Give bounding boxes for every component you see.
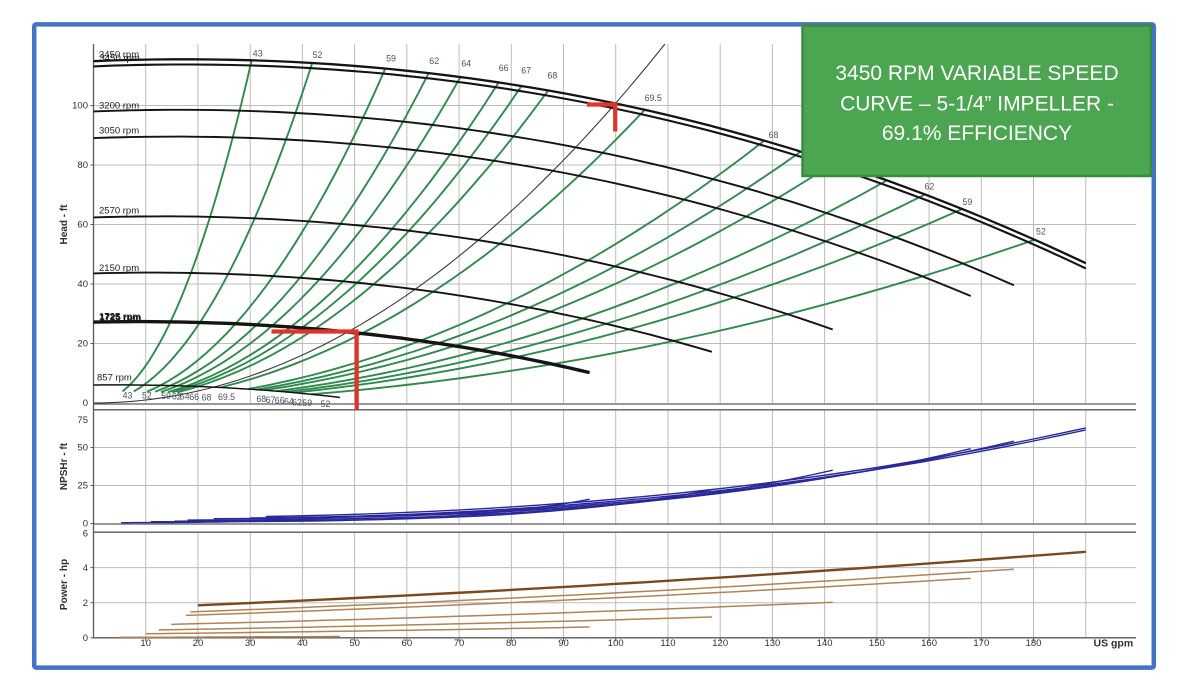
svg-text:66: 66 [275,396,285,406]
svg-text:170: 170 [973,638,989,649]
svg-text:50: 50 [77,443,88,454]
svg-text:US gpm: US gpm [1094,638,1134,650]
svg-text:180: 180 [1026,638,1042,649]
svg-text:69.1% EFFICIENCY: 69.1% EFFICIENCY [882,122,1072,145]
svg-text:59: 59 [302,398,312,408]
svg-text:1725 rpm: 1725 rpm [100,313,142,324]
svg-text:68: 68 [769,130,779,140]
svg-text:160: 160 [921,638,937,649]
svg-text:80: 80 [77,160,88,171]
svg-text:2570 rpm: 2570 rpm [99,206,139,217]
svg-text:62: 62 [172,391,182,401]
svg-text:59: 59 [386,54,396,64]
svg-text:110: 110 [660,638,675,649]
svg-text:2150 rpm: 2150 rpm [99,263,139,274]
svg-text:68: 68 [202,393,212,403]
svg-text:100: 100 [608,638,624,649]
svg-text:68: 68 [548,71,558,81]
svg-text:3450 rpm: 3450 rpm [99,50,139,61]
svg-text:52: 52 [1036,227,1046,237]
svg-text:62: 62 [925,182,935,192]
svg-text:857 rpm: 857 rpm [97,373,132,384]
svg-text:120: 120 [712,638,728,649]
svg-text:CURVE – 5-1/4” IMPELLER -: CURVE – 5-1/4” IMPELLER - [840,92,1114,115]
svg-text:100: 100 [72,101,88,112]
svg-text:30: 30 [245,638,256,649]
svg-text:62: 62 [429,56,439,66]
svg-text:150: 150 [869,638,885,649]
svg-text:0: 0 [83,633,88,644]
svg-text:140: 140 [817,638,833,649]
svg-text:69.5: 69.5 [645,93,662,103]
svg-text:60: 60 [77,220,88,231]
svg-text:4: 4 [83,563,88,574]
svg-text:52: 52 [313,50,323,60]
svg-text:75: 75 [77,415,88,426]
svg-text:59: 59 [161,391,171,401]
svg-text:62: 62 [292,397,302,407]
svg-text:64: 64 [284,397,294,407]
svg-text:43: 43 [253,49,263,59]
svg-text:67: 67 [266,395,276,405]
svg-text:20: 20 [77,339,88,350]
svg-text:10: 10 [140,638,151,649]
svg-text:64: 64 [180,392,190,402]
svg-text:6: 6 [83,529,88,540]
svg-text:3200 rpm: 3200 rpm [99,101,139,112]
svg-text:40: 40 [297,638,308,649]
svg-text:64: 64 [461,59,471,69]
svg-text:NPSHr - ft: NPSHr - ft [59,442,70,490]
svg-text:52: 52 [142,390,152,400]
svg-text:50: 50 [349,638,360,649]
svg-text:0: 0 [83,519,88,530]
svg-text:59: 59 [963,197,973,207]
svg-text:25: 25 [77,481,88,492]
svg-text:68: 68 [256,394,266,404]
svg-text:66: 66 [499,63,509,73]
svg-text:20: 20 [193,638,204,649]
svg-text:3450 RPM VARIABLE SPEED: 3450 RPM VARIABLE SPEED [835,62,1118,85]
svg-text:60: 60 [402,638,413,649]
svg-text:3050 rpm: 3050 rpm [99,126,139,137]
svg-text:80: 80 [506,638,517,649]
svg-text:3450 rpm: 3450 rpm [100,53,140,64]
svg-text:43: 43 [123,390,133,400]
svg-text:2: 2 [83,598,88,609]
svg-text:66: 66 [189,392,199,402]
svg-text:Head - ft: Head - ft [59,204,70,245]
svg-text:0: 0 [83,398,88,409]
svg-text:67: 67 [521,66,531,76]
svg-text:40: 40 [77,279,88,290]
svg-text:52: 52 [321,399,331,409]
svg-text:130: 130 [764,638,780,649]
svg-text:Power - hp: Power - hp [59,559,70,610]
svg-text:90: 90 [558,638,569,649]
svg-text:70: 70 [454,638,465,649]
svg-text:1725 rpm: 1725 rpm [99,312,141,323]
svg-text:69.5: 69.5 [218,392,235,402]
